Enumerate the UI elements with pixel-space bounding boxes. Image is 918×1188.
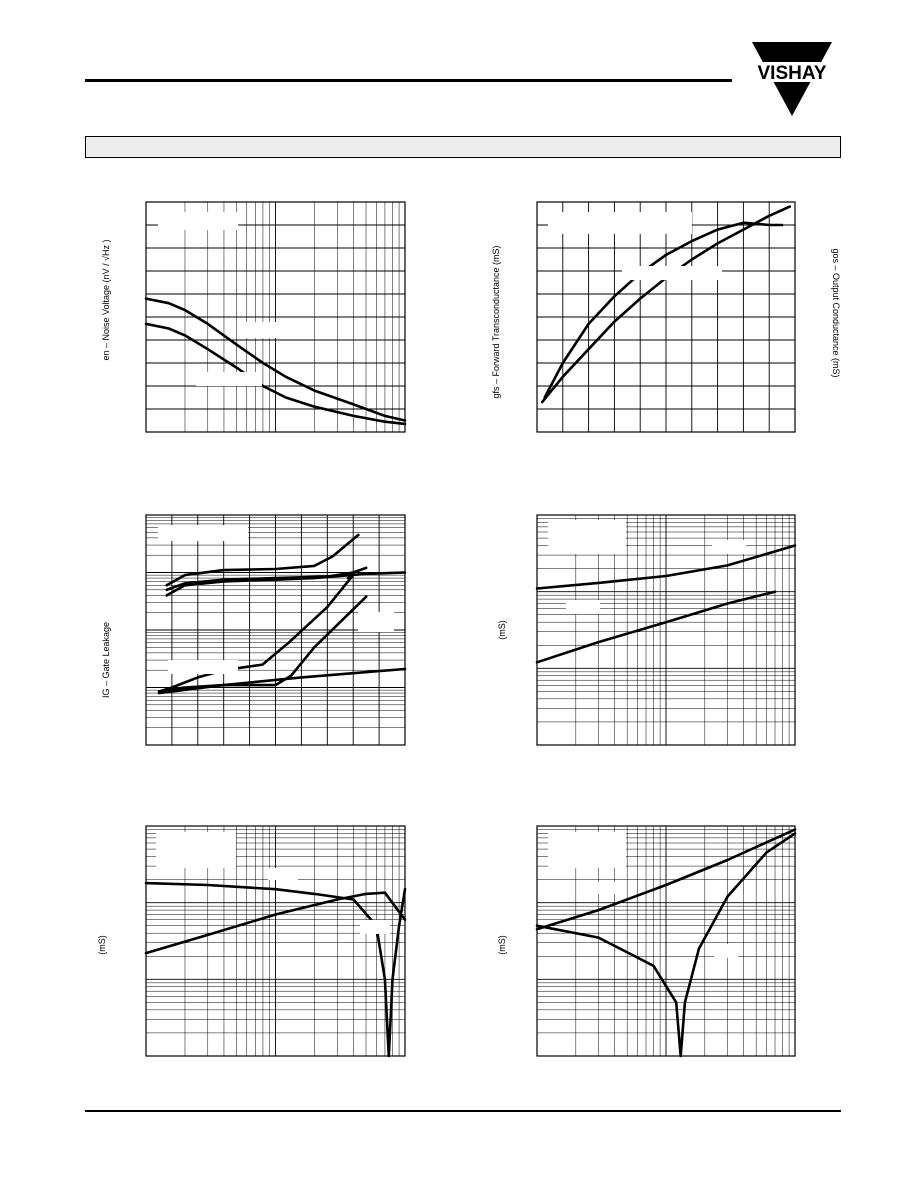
c1-frame [145,201,406,433]
c3-grid [145,514,406,746]
c1-blank-annotation-b [196,372,262,386]
c6-series-1-line [535,828,797,931]
c5-ylabel: (mS) [97,935,107,955]
chart-conductance-c [535,825,797,1058]
c1-ylabel-text: en – Noise Voltage [101,284,111,361]
c3-blank-annotation-b [168,660,238,674]
c6-blank-annotation-b [714,944,738,958]
c3-series-4-line [157,573,355,693]
c3-blank-legend [158,525,248,541]
header-rule [85,79,732,82]
c5-blank-legend [156,832,236,868]
c3-frame [145,514,406,746]
c3-series-1-line [165,533,360,587]
c3-series-5-line [162,595,368,692]
c2-series-1-line [543,221,784,399]
brand-logotype: VISHAY [758,63,827,84]
c4-series-2-line [535,590,777,664]
c4-blank-annotation-b [566,600,600,614]
c6-blank-legend [548,832,626,868]
chart-transconductance [536,201,796,433]
c1-ylabel-unit: (nV / √Hz ) [101,239,111,283]
c2-grid [536,201,796,433]
c4-grid [536,514,796,746]
c1-series-2-line [144,322,407,426]
c2-blank-annotation [622,266,722,280]
c3-series-6-line [157,667,407,695]
section-banner [85,136,841,158]
c1-blank-legend [158,212,238,230]
c5-blank-annotation-a [268,868,298,880]
c5-frame [145,825,406,1057]
c4-series-1-line [535,544,797,590]
c2-blank-legend [548,212,692,234]
c2-ylabel-right: gos – Output Conductance (mS) [831,248,841,378]
chart-noise-voltage [144,201,407,433]
c3-series-2-line [165,571,407,597]
c6-series-2-line [535,832,797,1058]
c5-blank-annotation-b [360,920,390,934]
chart-conductance-a [535,514,797,746]
c3-ylabel: IG – Gate Leakage [101,621,111,699]
chart-gate-leakage [145,514,407,746]
footer-rule [85,1110,841,1112]
c1-grid [145,201,406,433]
c2-ylabel-left: gfs – Forward Transconductance (mS) [491,245,501,399]
c1-series-1-line [144,297,407,422]
vishay-logo: VISHAY [744,42,840,116]
c4-ylabel: (mS) [497,620,507,640]
c2-frame [536,201,796,433]
c3-blank-annotation-a [358,612,394,632]
c6-ylabel: (mS) [497,935,507,955]
c4-frame [536,514,796,746]
c6-blank-annotation-a [592,882,622,894]
c4-blank-legend [548,520,626,554]
c4-blank-annotation-a [712,540,746,554]
c1-blank-annotation-a [240,322,298,338]
c1-ylabel: en – Noise Voltage (nV / √Hz ) [101,239,111,360]
c6-frame [536,825,796,1057]
c3-series-3-line [165,566,368,592]
c5-series-2-line [144,891,407,955]
